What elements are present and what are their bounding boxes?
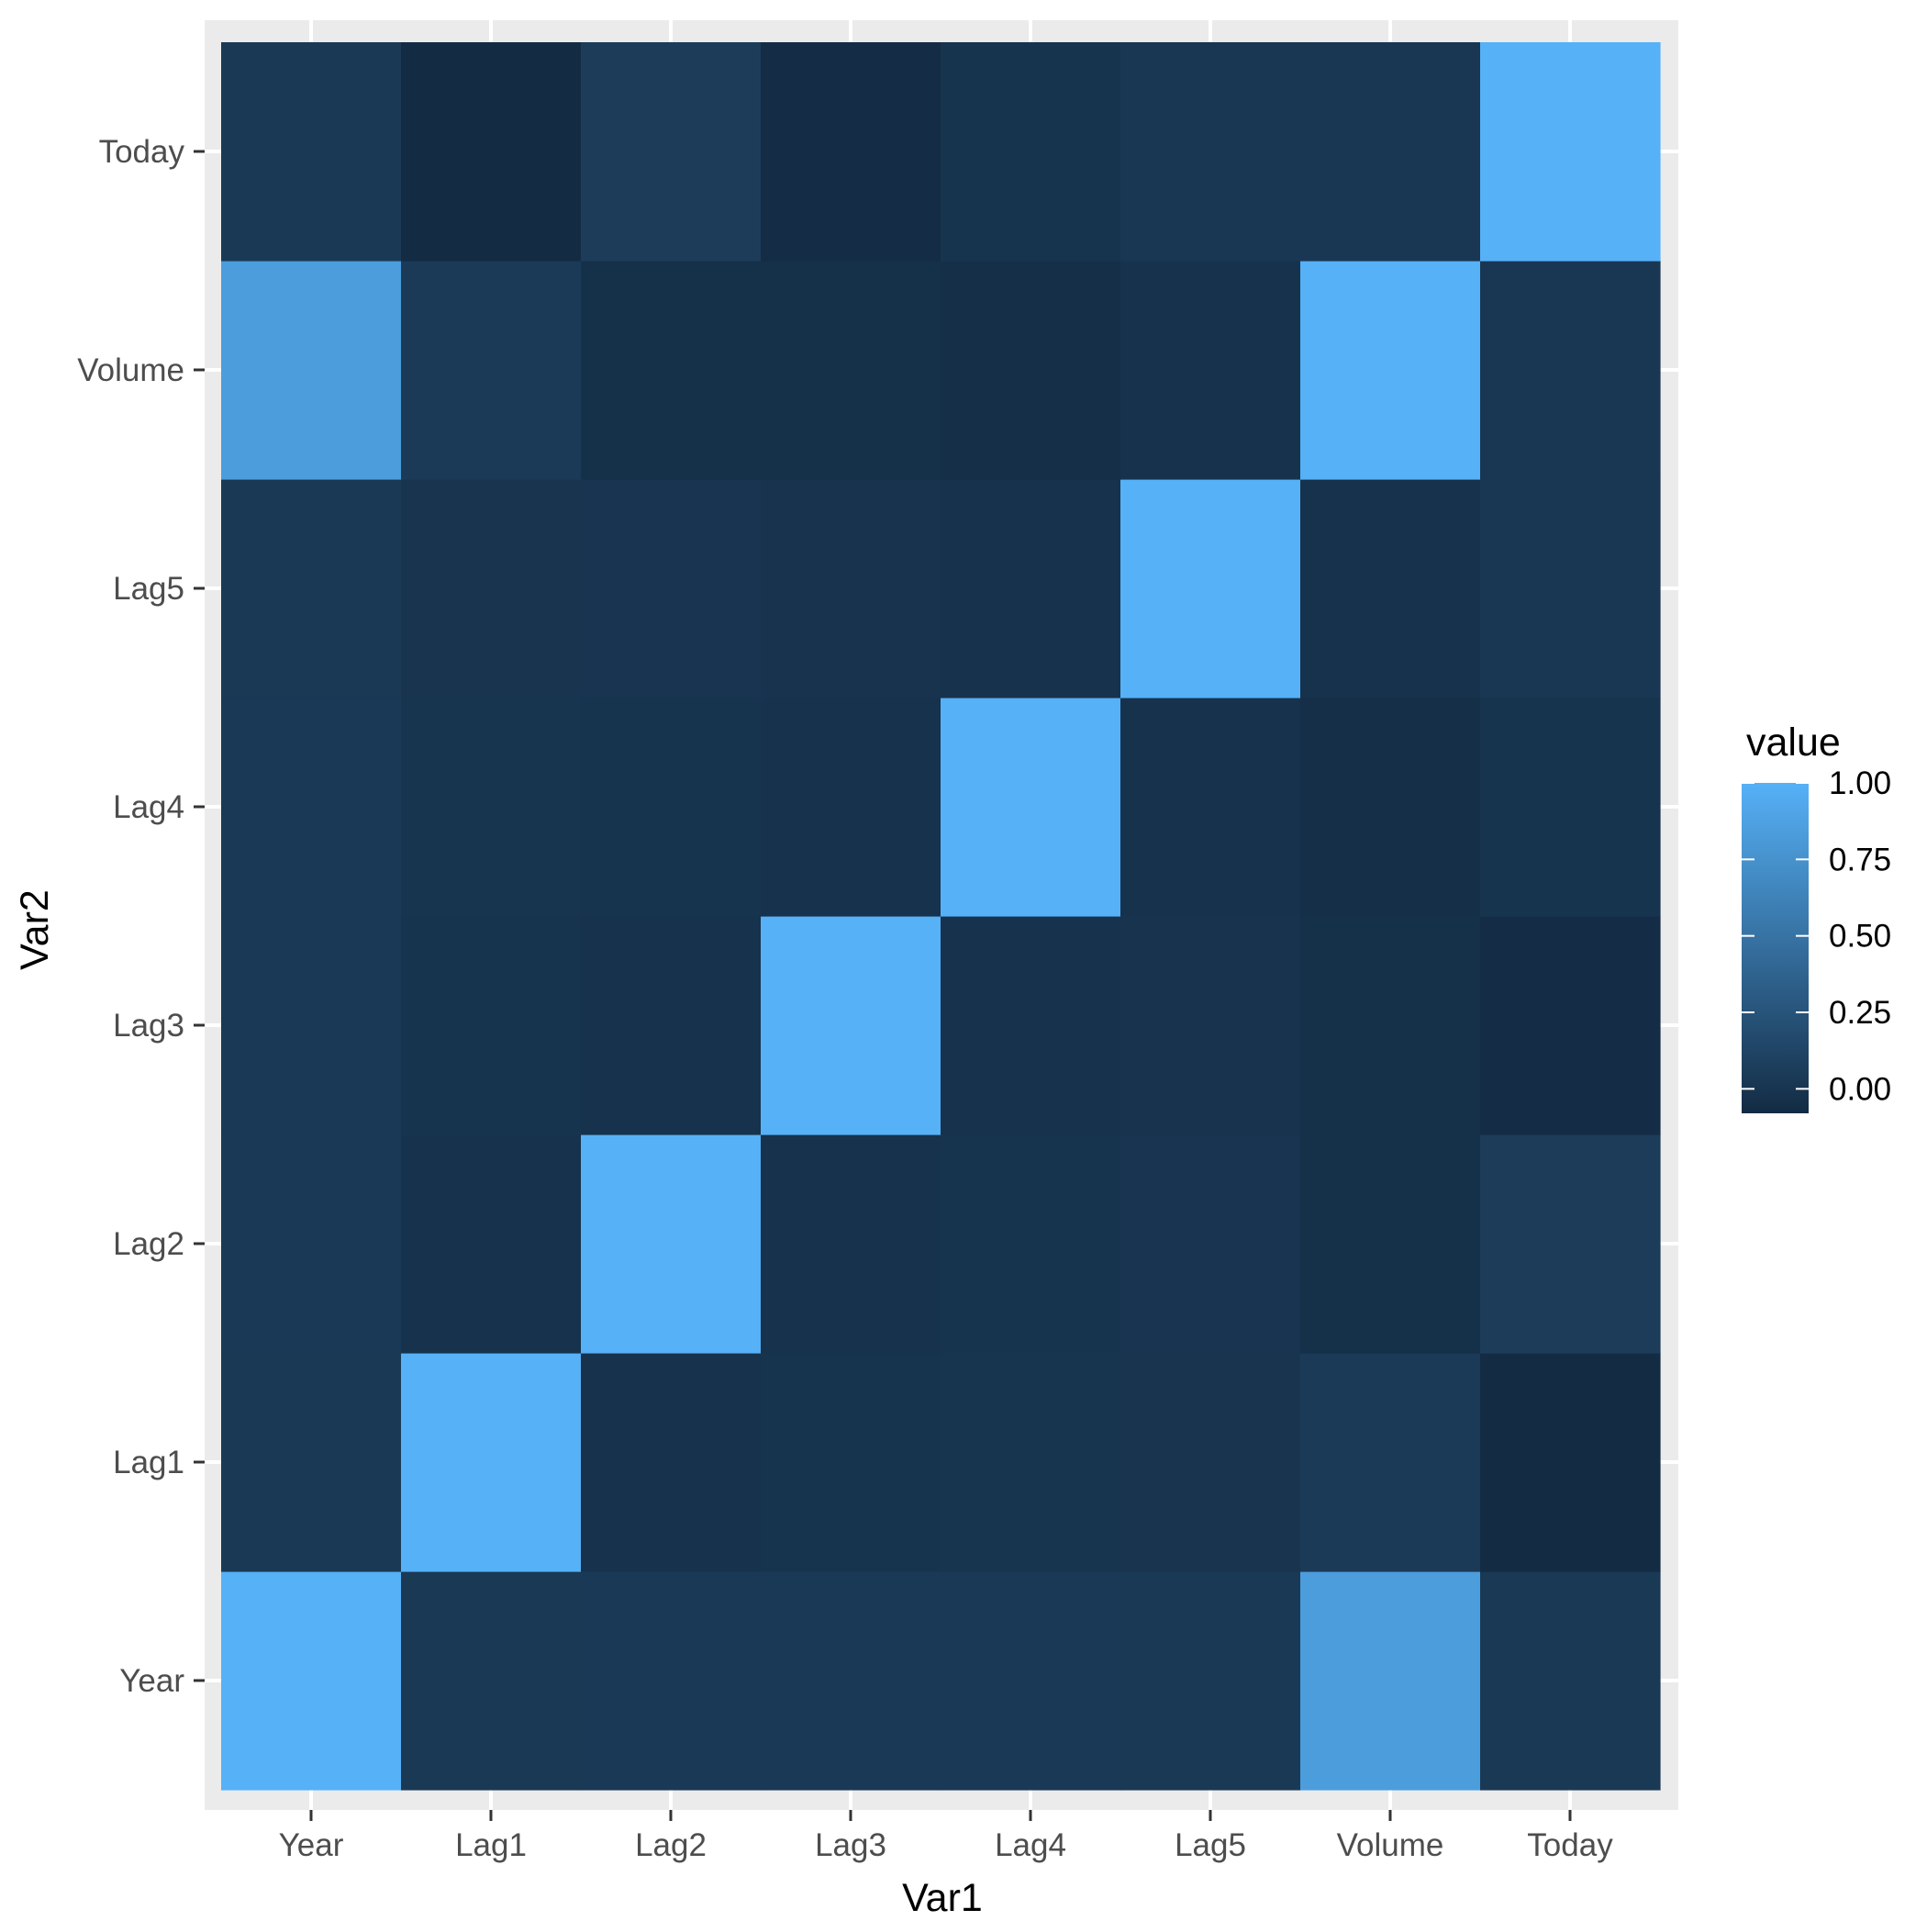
legend-colorbar xyxy=(1742,783,1809,1113)
heatmap-cell-lag1-lag4 xyxy=(401,698,582,917)
legend-tick-label: 0.25 xyxy=(1829,995,1891,1031)
heatmap-cell-lag4-lag4 xyxy=(941,698,1121,917)
legend-tick-label: 0.00 xyxy=(1829,1071,1891,1107)
heatmap-cell-volume-lag4 xyxy=(1300,698,1481,917)
heatmap-cell-lag2-lag2 xyxy=(581,1134,762,1354)
heatmap-cell-today-year xyxy=(1480,1571,1661,1791)
heatmap-cell-lag5-volume xyxy=(1120,261,1301,480)
heatmap-cell-lag1-lag3 xyxy=(401,916,582,1135)
x-tick-label: Today xyxy=(1527,1827,1613,1863)
x-tick-label: Lag4 xyxy=(995,1827,1066,1863)
heatmap-cell-today-today xyxy=(1480,42,1661,262)
heatmap-cell-lag3-today xyxy=(761,42,941,262)
heatmap-cell-today-lag4 xyxy=(1480,698,1661,917)
y-tick-label: Lag1 xyxy=(113,1445,184,1480)
heatmap-cell-lag1-lag1 xyxy=(401,1353,582,1572)
y-tick-label: Lag4 xyxy=(113,789,184,825)
heatmap-cell-volume-volume xyxy=(1300,261,1481,480)
heatmap-cell-lag3-lag4 xyxy=(761,698,941,917)
heatmap-cell-lag4-lag1 xyxy=(941,1353,1121,1572)
axes: Year Lag1 Lag2 Lag3 Lag4 Lag5 Volume Today Year L… xyxy=(77,134,1613,1863)
heatmap-cell-today-lag2 xyxy=(1480,1134,1661,1354)
heatmap-cell-lag4-volume xyxy=(941,261,1121,480)
heatmap-cell-lag5-today xyxy=(1120,42,1301,262)
heatmap-cell-year-lag1 xyxy=(221,1353,402,1572)
heatmap-cell-lag5-lag5 xyxy=(1120,479,1301,698)
heatmap-cell-volume-lag5 xyxy=(1300,479,1481,698)
x-tick-label: Lag1 xyxy=(455,1827,527,1863)
heatmap-cell-lag3-year xyxy=(761,1571,941,1791)
y-tick-label: Volume xyxy=(77,352,184,388)
heatmap-cell-lag2-year xyxy=(581,1571,762,1791)
heatmap-cell-today-lag3 xyxy=(1480,916,1661,1135)
heatmap-cell-lag3-lag1 xyxy=(761,1353,941,1572)
heatmap-cell-lag5-year xyxy=(1120,1571,1301,1791)
legend-tick-label: 1.00 xyxy=(1829,765,1891,801)
heatmap-cell-volume-lag3 xyxy=(1300,916,1481,1135)
heatmap-cell-lag2-volume xyxy=(581,261,762,480)
heatmap-cell-lag4-lag3 xyxy=(941,916,1121,1135)
heatmap-cell-lag3-lag5 xyxy=(761,479,941,698)
heatmap-cell-lag2-lag4 xyxy=(581,698,762,917)
legend-tick-label: 0.50 xyxy=(1829,919,1891,955)
heatmap-cells xyxy=(221,42,1661,1791)
heatmap-cell-lag1-year xyxy=(401,1571,582,1791)
heatmap-cell-today-lag1 xyxy=(1480,1353,1661,1572)
heatmap-cell-year-lag5 xyxy=(221,479,402,698)
x-tick-label: Volume xyxy=(1337,1827,1444,1863)
heatmap-cell-volume-year xyxy=(1300,1571,1481,1791)
heatmap-cell-lag2-lag3 xyxy=(581,916,762,1135)
y-tick-label: Lag2 xyxy=(113,1226,184,1262)
heatmap-cell-year-volume xyxy=(221,261,402,480)
heatmap-cell-lag2-lag5 xyxy=(581,479,762,698)
legend-title: value xyxy=(1746,720,1841,765)
x-tick-label: Lag2 xyxy=(635,1827,707,1863)
heatmap-cell-lag5-lag4 xyxy=(1120,698,1301,917)
y-tick-label: Lag5 xyxy=(113,571,184,607)
heatmap-cell-lag2-today xyxy=(581,42,762,262)
heatmap-cell-lag2-lag1 xyxy=(581,1353,762,1572)
legend: value 1.00 0.75 0.50 0.25 0.00 xyxy=(1742,720,1891,1113)
legend-tick-label: 0.75 xyxy=(1829,842,1891,877)
heatmap-cell-year-lag4 xyxy=(221,698,402,917)
x-tick-label: Lag5 xyxy=(1175,1827,1246,1863)
heatmap-cell-lag5-lag2 xyxy=(1120,1134,1301,1354)
heatmap-cell-lag3-lag3 xyxy=(761,916,941,1135)
heatmap-cell-lag4-year xyxy=(941,1571,1121,1791)
heatmap-cell-lag1-volume xyxy=(401,261,582,480)
y-tick-label: Year xyxy=(119,1663,184,1699)
heatmap-cell-today-lag5 xyxy=(1480,479,1661,698)
x-tick-label: Lag3 xyxy=(815,1827,886,1863)
heatmap-cell-volume-lag2 xyxy=(1300,1134,1481,1354)
heatmap-cell-lag3-volume xyxy=(761,261,941,480)
heatmap-cell-today-volume xyxy=(1480,261,1661,480)
heatmap-cell-year-lag3 xyxy=(221,916,402,1135)
heatmap-cell-lag1-lag5 xyxy=(401,479,582,698)
heatmap-cell-volume-lag1 xyxy=(1300,1353,1481,1572)
x-tick-label: Year xyxy=(279,1827,344,1863)
heatmap-cell-lag4-today xyxy=(941,42,1121,262)
heatmap-cell-lag1-today xyxy=(401,42,582,262)
heatmap-cell-year-lag2 xyxy=(221,1134,402,1354)
heatmap-cell-year-today xyxy=(221,42,402,262)
heatmap-cell-lag1-lag2 xyxy=(401,1134,582,1354)
y-tick-label: Lag3 xyxy=(113,1008,184,1044)
heatmap-cell-lag5-lag3 xyxy=(1120,916,1301,1135)
heatmap-cell-volume-today xyxy=(1300,42,1481,262)
heatmap-cell-year-year xyxy=(221,1571,402,1791)
x-axis-title: Var1 xyxy=(902,1876,983,1920)
y-tick-label: Today xyxy=(99,134,185,170)
heatmap-cell-lag5-lag1 xyxy=(1120,1353,1301,1572)
y-axis-title: Var2 xyxy=(13,889,57,970)
heatmap-cell-lag4-lag2 xyxy=(941,1134,1121,1354)
heatmap-cell-lag3-lag2 xyxy=(761,1134,941,1354)
heatmap-cell-lag4-lag5 xyxy=(941,479,1121,698)
